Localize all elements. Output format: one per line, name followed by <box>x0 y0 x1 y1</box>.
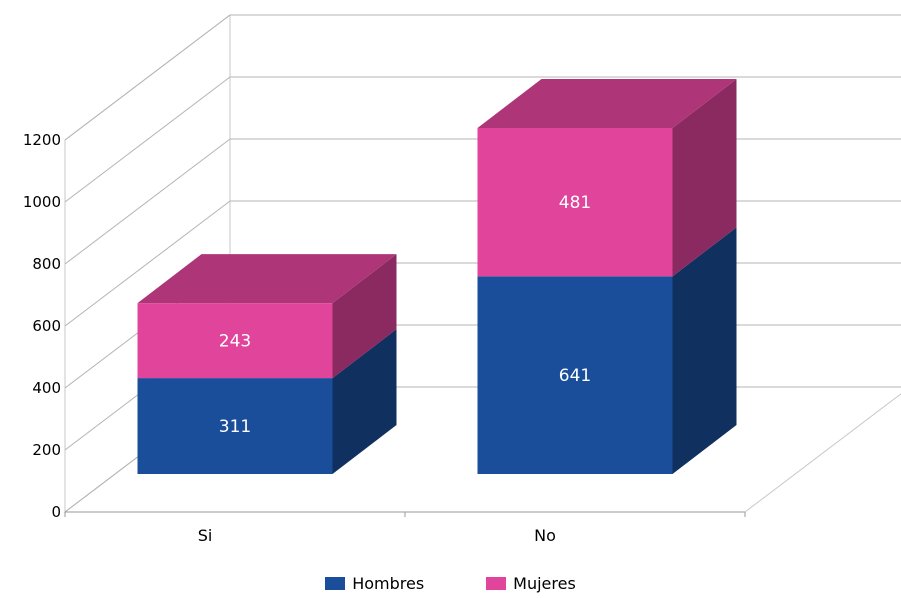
y-tick-label: 1000 <box>23 193 61 211</box>
gridline-diagonal <box>64 76 231 203</box>
bar-hombres-si <box>137 378 333 474</box>
y-tick-label: 400 <box>32 379 61 397</box>
y-tick-label: 800 <box>32 255 61 273</box>
legend-label: Mujeres <box>513 574 576 593</box>
category-label-no: No <box>534 526 556 545</box>
bars: 311 243 641 481 <box>137 79 737 474</box>
legend-swatch <box>325 577 346 590</box>
bar-hombres-no <box>477 276 673 474</box>
bar-side-face <box>672 79 737 277</box>
legend-label: Hombres <box>352 574 425 593</box>
legend: Hombres Mujeres <box>0 574 901 593</box>
bar-top-face <box>477 79 737 128</box>
data-label: 311 <box>219 417 251 437</box>
data-label: 481 <box>559 193 591 213</box>
legend-item-mujeres[interactable]: Mujeres <box>486 574 576 593</box>
gridline-diagonal <box>64 200 231 327</box>
bar-side-face <box>672 227 737 474</box>
y-tick-label: 0 <box>51 503 61 521</box>
category-label-si: Si <box>198 526 213 545</box>
legend-item-hombres[interactable]: Hombres <box>325 574 424 593</box>
x-axis-categories: Si No <box>198 526 556 545</box>
gridline-diagonal <box>64 14 231 141</box>
y-tick-label: 600 <box>32 317 61 335</box>
bar-side-face <box>332 254 397 379</box>
data-label: 641 <box>559 366 591 386</box>
gridline-diagonal <box>64 138 231 265</box>
bar-mujeres-no <box>477 128 673 277</box>
legend-swatch <box>486 577 507 590</box>
bar-side-face <box>332 329 397 474</box>
data-label: 243 <box>219 332 251 352</box>
bar-top-face <box>137 254 397 304</box>
y-tick-label: 200 <box>32 441 61 459</box>
y-axis-ticks: 0 200 400 600 800 1000 1200 <box>23 131 61 521</box>
bar-mujeres-si <box>137 303 333 379</box>
y-tick-label: 1200 <box>23 131 61 149</box>
